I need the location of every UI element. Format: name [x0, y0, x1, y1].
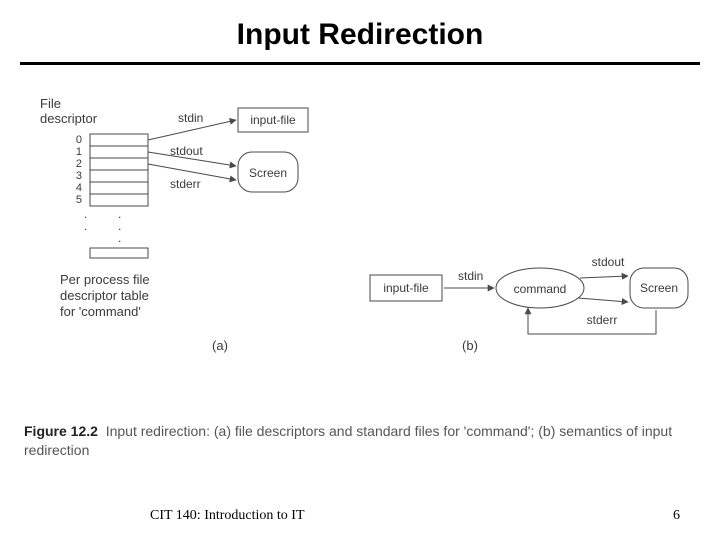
footer-course: CIT 140: Introduction to IT — [150, 508, 305, 524]
svg-text:1: 1 — [76, 146, 82, 158]
label-stdout-b: stdout — [592, 255, 625, 269]
fd-row-numbers: 0 1 2 3 4 5 — [76, 134, 82, 206]
arrow-stdout-b — [580, 276, 628, 278]
label-command: command — [514, 282, 567, 296]
caption-text: Input redirection: (a) file descriptors … — [24, 423, 672, 458]
svg-text:.: . — [84, 219, 87, 233]
label-screen-a: Screen — [249, 166, 287, 180]
svg-text:.: . — [118, 231, 121, 245]
label-input-file-a: input-file — [250, 113, 296, 127]
label-sub-a: (a) — [212, 338, 228, 353]
diagram-svg: Filedescriptor 0 1 2 3 — [20, 80, 700, 410]
fd-table: 0 1 2 3 4 5 . . . . . — [76, 134, 148, 258]
label-stderr-a: stderr — [170, 177, 201, 191]
label-stdin-b: stdin — [458, 269, 483, 283]
label-stderr-b: stderr — [587, 313, 618, 327]
label-per-process: Per process file descriptor table for 'c… — [60, 272, 153, 319]
svg-text:5: 5 — [76, 194, 82, 206]
svg-text:3: 3 — [76, 170, 82, 182]
fd-dots: . . . . . — [84, 207, 121, 245]
label-sub-b: (b) — [462, 338, 478, 353]
arrow-stderr-b — [578, 298, 628, 302]
diagram-container: Filedescriptor 0 1 2 3 — [20, 80, 700, 410]
slide: Input Redirection Filedescriptor — [0, 0, 720, 540]
svg-text:4: 4 — [76, 182, 82, 194]
label-stdin-a: stdin — [178, 111, 203, 125]
label-stdout-a: stdout — [170, 144, 203, 158]
footer-page-number: 6 — [673, 508, 680, 524]
label-file-descriptor: Filedescriptor — [40, 96, 98, 126]
page-title: Input Redirection — [0, 18, 720, 52]
subfigure-b: input-file command Screen stdin stdout s… — [370, 255, 688, 353]
caption-lead: Figure 12.2 — [24, 423, 98, 439]
svg-text:0: 0 — [76, 134, 82, 146]
title-rule — [20, 62, 700, 65]
figure-caption: Figure 12.2 Input redirection: (a) file … — [24, 422, 696, 460]
label-screen-b: Screen — [640, 281, 678, 295]
svg-text:2: 2 — [76, 158, 82, 170]
label-input-file-b: input-file — [383, 281, 429, 295]
subfigure-a: Filedescriptor 0 1 2 3 — [40, 96, 308, 353]
